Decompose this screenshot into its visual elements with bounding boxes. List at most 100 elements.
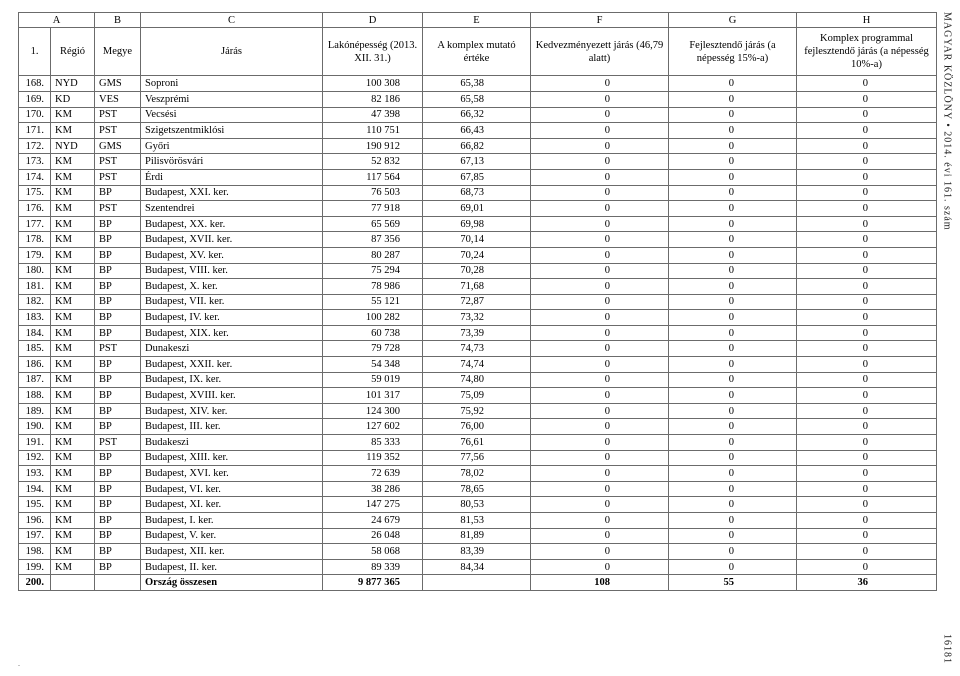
cell: 0 — [797, 91, 937, 107]
cell: 0 — [531, 481, 669, 497]
cell: 0 — [531, 357, 669, 373]
cell: BP — [95, 279, 141, 295]
cell: KM — [51, 169, 95, 185]
cell: 0 — [669, 481, 797, 497]
cell: 0 — [531, 450, 669, 466]
cell: 190. — [19, 419, 51, 435]
table-row: 176.KMPSTSzentendrei77 91869,01000 — [19, 201, 937, 217]
cell: 82 186 — [323, 91, 423, 107]
cell: 0 — [797, 201, 937, 217]
cell: PST — [95, 154, 141, 170]
cell: 191. — [19, 435, 51, 451]
cell: 0 — [531, 325, 669, 341]
cell: Budapest, XV. ker. — [141, 247, 323, 263]
cell: 78,02 — [423, 466, 531, 482]
cell: 0 — [797, 497, 937, 513]
cell: 55 121 — [323, 294, 423, 310]
cell: BP — [95, 357, 141, 373]
cell: KM — [51, 497, 95, 513]
cell: KM — [51, 325, 95, 341]
cell: 0 — [669, 403, 797, 419]
cell: 0 — [669, 419, 797, 435]
cell: 0 — [669, 341, 797, 357]
table-row: 194.KMBPBudapest, VI. ker.38 28678,65000 — [19, 481, 937, 497]
cell: NYD — [51, 138, 95, 154]
cell: 74,73 — [423, 341, 531, 357]
col-label: Lakónépesség (2013. XII. 31.) — [323, 28, 423, 76]
cell: 67,13 — [423, 154, 531, 170]
cell: BP — [95, 481, 141, 497]
cell: 0 — [531, 138, 669, 154]
cell: 110 751 — [323, 123, 423, 139]
cell: 89 339 — [323, 559, 423, 575]
cell: 0 — [531, 263, 669, 279]
col-letter: C — [141, 13, 323, 28]
cell: 66,43 — [423, 123, 531, 139]
cell: 81,53 — [423, 513, 531, 529]
col-label: Megye — [95, 28, 141, 76]
cell: PST — [95, 341, 141, 357]
cell: KM — [51, 294, 95, 310]
col-letter: B — [95, 13, 141, 28]
cell: 0 — [797, 450, 937, 466]
cell: 65,58 — [423, 91, 531, 107]
cell: 170. — [19, 107, 51, 123]
cell: 0 — [797, 481, 937, 497]
cell: BP — [95, 497, 141, 513]
cell: 0 — [797, 513, 937, 529]
cell: 0 — [797, 123, 937, 139]
cell: 0 — [531, 216, 669, 232]
table-row: 195.KMBPBudapest, XI. ker.147 27580,5300… — [19, 497, 937, 513]
cell: 0 — [669, 201, 797, 217]
cell: 66,82 — [423, 138, 531, 154]
cell: KM — [51, 154, 95, 170]
cell: 0 — [797, 419, 937, 435]
cell: 0 — [669, 435, 797, 451]
cell: KM — [51, 263, 95, 279]
table-body: 168.NYDGMSSoproni100 30865,38000169.KDVE… — [19, 76, 937, 591]
col-letter: H — [797, 13, 937, 28]
cell: 26 048 — [323, 528, 423, 544]
cell: Budapest, XX. ker. — [141, 216, 323, 232]
table-row: 179.KMBPBudapest, XV. ker.80 28770,24000 — [19, 247, 937, 263]
cell: 70,14 — [423, 232, 531, 248]
cell: Szigetszentmiklósi — [141, 123, 323, 139]
cell: KM — [51, 544, 95, 560]
cell: Vecsési — [141, 107, 323, 123]
table-row: 199.KMBPBudapest, II. ker.89 33984,34000 — [19, 559, 937, 575]
cell: 187. — [19, 372, 51, 388]
cell: 0 — [669, 185, 797, 201]
cell: 189. — [19, 403, 51, 419]
table-row: 169.KDVESVeszprémi82 18665,58000 — [19, 91, 937, 107]
cell: 176. — [19, 201, 51, 217]
cell: Budapest, I. ker. — [141, 513, 323, 529]
table-row: 198.KMBPBudapest, XII. ker.58 06883,3900… — [19, 544, 937, 560]
cell: 124 300 — [323, 403, 423, 419]
cell: 177. — [19, 216, 51, 232]
cell: 0 — [531, 247, 669, 263]
cell: Pilisvörösvári — [141, 154, 323, 170]
cell: 181. — [19, 279, 51, 295]
cell: 0 — [797, 388, 937, 404]
cell: BP — [95, 466, 141, 482]
cell: 0 — [531, 232, 669, 248]
cell: 69,98 — [423, 216, 531, 232]
cell: Dunakeszi — [141, 341, 323, 357]
cell: 193. — [19, 466, 51, 482]
cell: Budapest, XXII. ker. — [141, 357, 323, 373]
cell: 0 — [531, 497, 669, 513]
cell: 172. — [19, 138, 51, 154]
table-row: 188.KMBPBudapest, XVIII. ker.101 31775,0… — [19, 388, 937, 404]
cell: BP — [95, 450, 141, 466]
cell: KM — [51, 466, 95, 482]
cell: Budapest, XVII. ker. — [141, 232, 323, 248]
cell: 0 — [669, 247, 797, 263]
cell: 175. — [19, 185, 51, 201]
cell: 0 — [531, 201, 669, 217]
cell: 77,56 — [423, 450, 531, 466]
cell: BP — [95, 403, 141, 419]
cell: 74,80 — [423, 372, 531, 388]
table-row: 177.KMBPBudapest, XX. ker.65 56969,98000 — [19, 216, 937, 232]
cell: 72,87 — [423, 294, 531, 310]
cell: 108 — [531, 575, 669, 591]
